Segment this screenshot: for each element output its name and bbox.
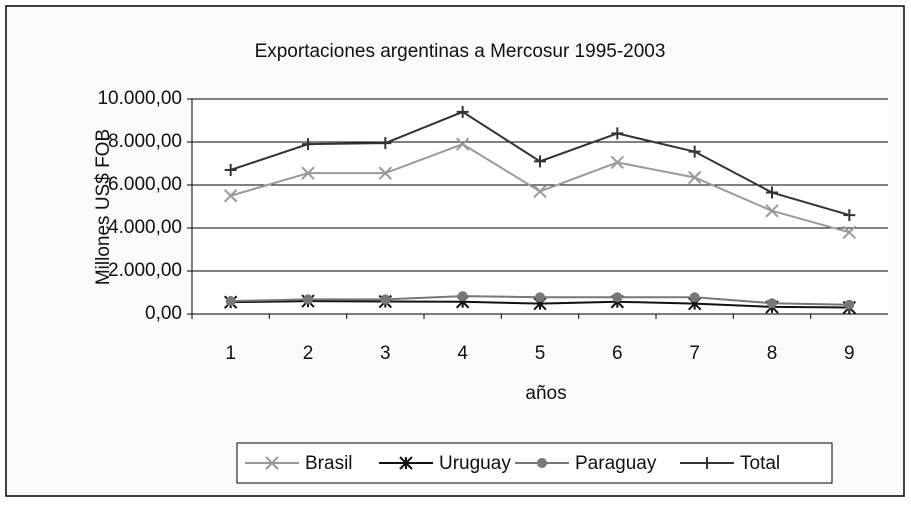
x-axis-label: años bbox=[525, 383, 566, 404]
marker bbox=[225, 296, 236, 307]
marker bbox=[844, 299, 855, 310]
legend-label: Total bbox=[740, 453, 780, 474]
x-tick-label: 1 bbox=[225, 343, 236, 364]
y-tick-label: 4.000,00 bbox=[108, 217, 182, 238]
x-tick-label: 6 bbox=[612, 343, 623, 364]
marker bbox=[456, 105, 469, 118]
marker bbox=[842, 225, 857, 240]
legend-label: Brasil bbox=[305, 453, 353, 474]
x-tick-label: 4 bbox=[457, 343, 468, 364]
x-tick-label: 2 bbox=[303, 343, 314, 364]
x-tick-label: 7 bbox=[689, 343, 700, 364]
marker bbox=[457, 291, 468, 302]
marker bbox=[688, 145, 701, 158]
marker bbox=[534, 155, 546, 168]
chart-title: Exportaciones argentinas a Mercosur 1995… bbox=[255, 41, 666, 62]
x-tick-label: 9 bbox=[844, 343, 855, 364]
marker bbox=[537, 458, 547, 468]
marker bbox=[379, 137, 392, 150]
marker bbox=[765, 204, 779, 218]
marker bbox=[701, 457, 713, 469]
marker bbox=[302, 138, 314, 151]
marker bbox=[535, 292, 545, 303]
marker bbox=[224, 163, 237, 176]
y-tick-label: 2.000,00 bbox=[108, 260, 182, 281]
y-tick-label: 0,00 bbox=[145, 303, 182, 324]
marker bbox=[301, 166, 315, 180]
y-axis-label: Millones US$ FOB bbox=[93, 129, 114, 285]
marker bbox=[533, 184, 547, 199]
y-tick-label: 8.000,00 bbox=[108, 131, 182, 152]
marker bbox=[223, 189, 238, 203]
x-tick-label: 5 bbox=[535, 343, 546, 364]
marker bbox=[265, 456, 279, 470]
x-tick-label: 8 bbox=[767, 343, 778, 364]
marker bbox=[767, 298, 777, 309]
marker bbox=[612, 292, 623, 303]
marker bbox=[843, 209, 856, 222]
marker bbox=[610, 155, 625, 170]
legend-label: Paraguay bbox=[575, 453, 657, 474]
marker bbox=[689, 292, 700, 303]
plot-area bbox=[192, 99, 888, 314]
y-tick-label: 6.000,00 bbox=[108, 174, 182, 195]
marker bbox=[611, 127, 624, 140]
legend-label: Uruguay bbox=[439, 453, 511, 474]
y-tick-label: 10.000,00 bbox=[97, 88, 182, 109]
marker bbox=[378, 166, 393, 180]
marker bbox=[687, 170, 702, 185]
marker bbox=[380, 294, 391, 305]
x-tick-label: 3 bbox=[380, 343, 391, 364]
marker bbox=[303, 294, 313, 305]
marker bbox=[455, 137, 470, 151]
marker bbox=[399, 456, 413, 470]
marker bbox=[766, 186, 778, 199]
